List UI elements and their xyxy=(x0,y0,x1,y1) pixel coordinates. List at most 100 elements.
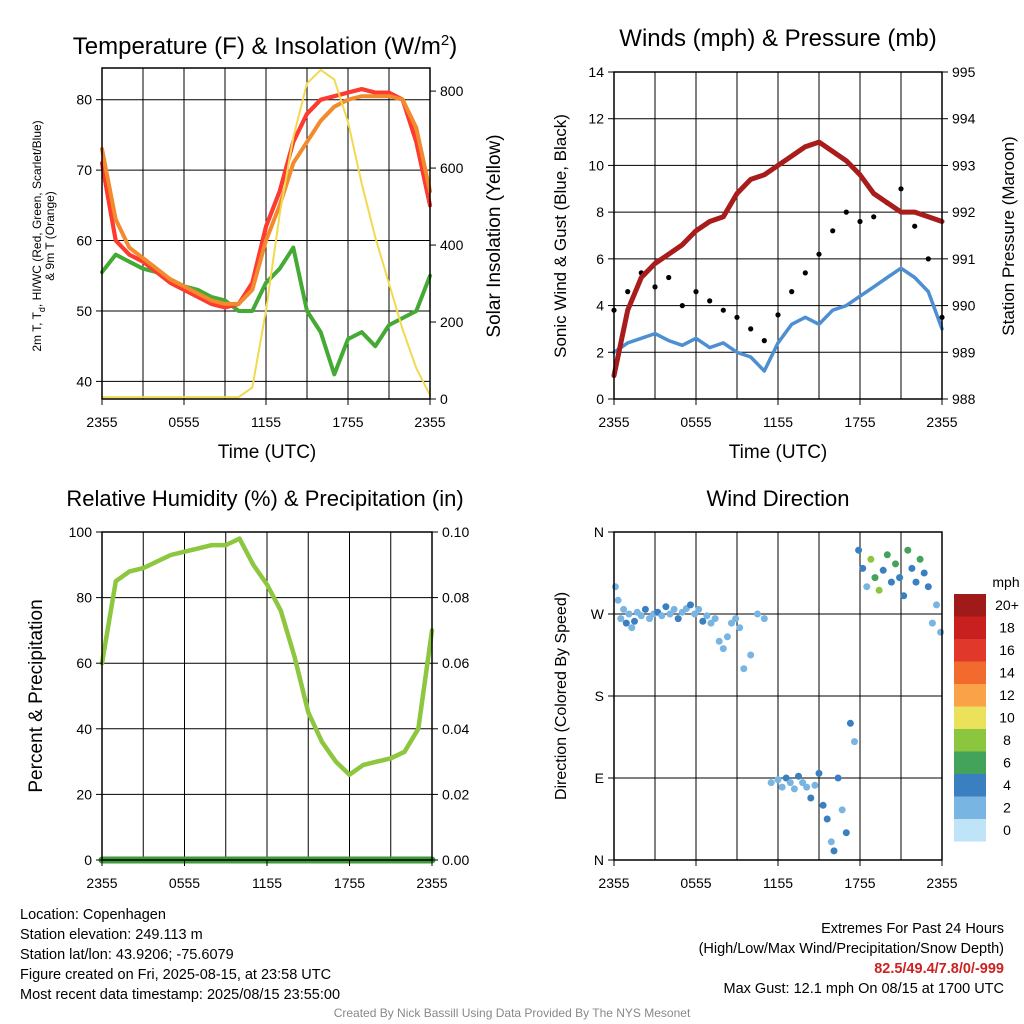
y2-tick-label: 400 xyxy=(440,237,464,253)
direction-point xyxy=(859,564,867,572)
gust-point xyxy=(625,289,631,295)
y2-tick-label: 800 xyxy=(440,83,464,99)
direction-point xyxy=(622,619,630,627)
y2-tick-label: 0.10 xyxy=(442,524,469,540)
y-tick-label: 60 xyxy=(76,233,92,249)
direction-point xyxy=(691,610,699,618)
direction-point xyxy=(842,829,850,837)
elevation-text: Station elevation: 249.113 m xyxy=(20,927,203,943)
gust-point xyxy=(925,256,931,262)
extremes-info: Extremes For Past 24 Hours (High/Low/Max… xyxy=(699,919,1004,999)
y-tick-label: 10 xyxy=(588,157,604,173)
station-info: Location: Copenhagen Station elevation: … xyxy=(20,905,340,1005)
y2-tick-label: 0.00 xyxy=(442,852,469,868)
winds-y-axis-label: Sonic Wind & Gust (Blue, Black) xyxy=(551,114,570,358)
x-tick-label: 1755 xyxy=(334,875,365,891)
x-tick-label: 2355 xyxy=(598,875,629,891)
gust-point xyxy=(679,303,685,309)
direction-point xyxy=(875,586,883,594)
direction-point xyxy=(711,615,719,623)
location-text: Location: Copenhagen xyxy=(20,907,166,923)
direction-point xyxy=(715,637,723,645)
direction-point xyxy=(662,603,670,611)
y-tick-label: 0 xyxy=(596,391,604,407)
extremes-values: 82.5/49.4/7.8/0/-999 xyxy=(874,961,1004,977)
direction-point xyxy=(908,564,916,572)
temperature-x-axis-label: Time (UTC) xyxy=(218,442,317,463)
legend-label: 20+ xyxy=(995,597,1019,613)
direction-point xyxy=(937,628,945,636)
direction-point xyxy=(646,615,653,623)
direction-point xyxy=(774,776,782,784)
x-tick-label: 1755 xyxy=(844,414,875,430)
series-line-maroon xyxy=(611,139,945,379)
gust-point xyxy=(857,218,863,225)
direction-point xyxy=(896,574,904,582)
gust-point xyxy=(775,312,781,318)
direction-point xyxy=(924,583,932,591)
y-tick-label: 100 xyxy=(69,524,93,540)
max-gust-text: Max Gust: 12.1 mph On 08/15 at 1700 UTC xyxy=(723,981,1004,997)
direction-point xyxy=(767,779,775,787)
x-tick-label: 0555 xyxy=(680,414,711,430)
y-tick-label: 80 xyxy=(76,92,92,108)
direction-point xyxy=(815,769,823,777)
direction-point xyxy=(790,785,798,793)
y2-tick-label: 200 xyxy=(440,314,464,330)
series-line-rh xyxy=(99,536,435,777)
direction-point xyxy=(782,774,790,782)
legend-label: 4 xyxy=(1003,777,1011,793)
direction-point xyxy=(703,612,711,620)
direction-point xyxy=(641,605,649,613)
y-tick-label: 4 xyxy=(596,298,604,314)
legend-label: 14 xyxy=(999,665,1015,681)
speed-color-legend: mph 20+ 18 16 14 12 10 8 6 4 2 0 xyxy=(954,574,1020,842)
direction-point xyxy=(928,619,936,627)
y-tick-label: 12 xyxy=(588,111,604,127)
gust-point xyxy=(693,289,699,295)
direction-point xyxy=(760,615,768,623)
wind-direction-panel-title: Wind Direction xyxy=(706,486,849,511)
pressure-y2-axis-label: Station Pressure (Maroon) xyxy=(999,136,1018,335)
y2-tick-label: 0.02 xyxy=(442,786,469,802)
legend-swatch xyxy=(954,706,986,729)
direction-point xyxy=(658,612,666,620)
legend-swatch xyxy=(954,639,986,662)
legend-swatch xyxy=(954,751,986,774)
direction-point xyxy=(611,583,619,591)
direction-point xyxy=(916,555,924,563)
direction-point xyxy=(933,601,940,609)
direction-point xyxy=(687,601,694,609)
gust-point xyxy=(707,298,713,304)
y2-tick-label: 994 xyxy=(952,111,976,127)
x-tick-label: 1755 xyxy=(332,414,363,430)
direction-point xyxy=(830,847,838,855)
plot-frame xyxy=(101,67,431,400)
direction-point xyxy=(620,605,628,613)
direction-point xyxy=(723,633,731,641)
direction-point xyxy=(892,560,899,568)
direction-point xyxy=(625,610,633,618)
direction-point xyxy=(699,617,707,625)
y-tick-label: S xyxy=(595,688,604,704)
y-tick-label: 8 xyxy=(596,204,604,220)
plot-frame xyxy=(101,531,433,861)
x-tick-label: 2355 xyxy=(86,414,117,430)
direction-point xyxy=(637,612,645,620)
gust-point xyxy=(734,314,740,320)
series-line-scarlet-blue xyxy=(100,87,432,310)
legend-swatch xyxy=(954,819,986,842)
y2-tick-label: 990 xyxy=(952,298,976,314)
direction-point xyxy=(920,569,928,577)
legend-label: 0 xyxy=(1003,822,1011,838)
direction-point xyxy=(670,605,678,613)
y-tick-label: 40 xyxy=(76,373,92,389)
x-tick-label: 2355 xyxy=(416,875,447,891)
credit-text: Created By Nick Bassill Using Data Provi… xyxy=(333,1006,691,1020)
direction-point xyxy=(803,783,811,791)
direction-point xyxy=(736,624,744,632)
humidity-panel-title: Relative Humidity (%) & Precipitation (i… xyxy=(66,486,463,511)
direction-point xyxy=(799,779,807,787)
direction-point xyxy=(823,815,831,823)
x-tick-label: 1155 xyxy=(763,414,793,430)
